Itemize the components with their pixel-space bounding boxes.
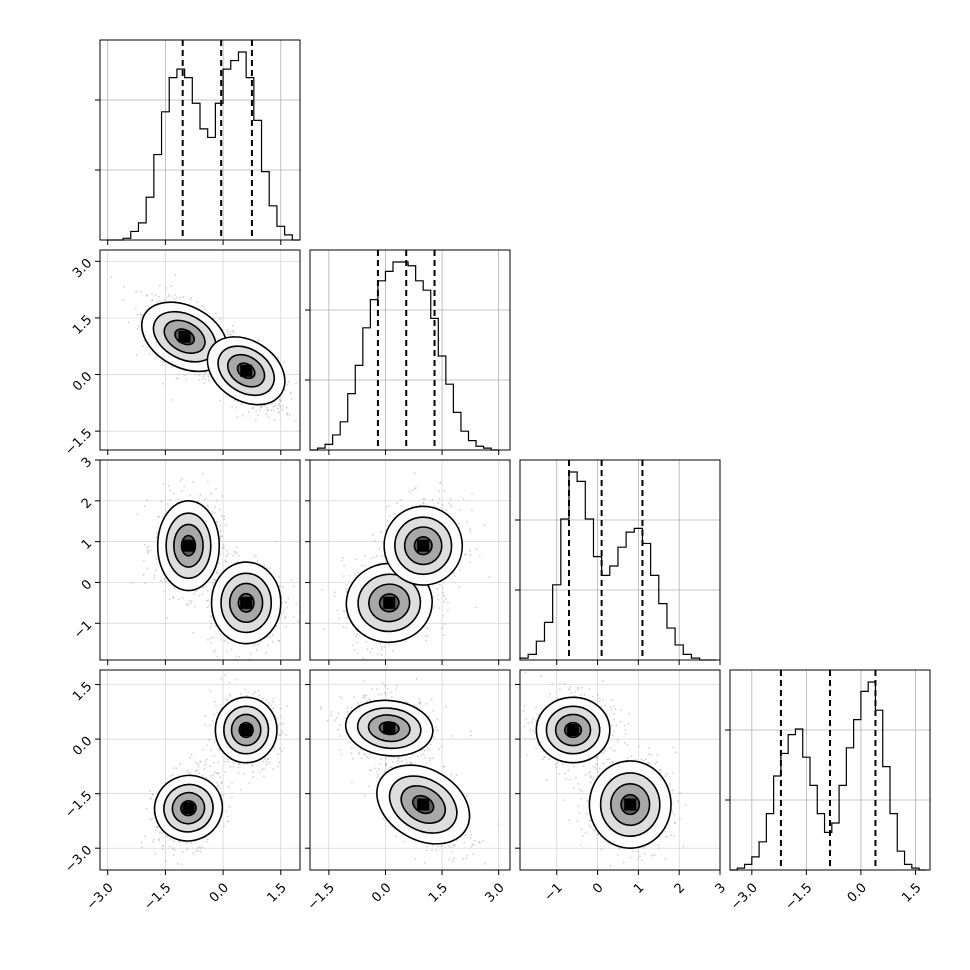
ytick-label-row3-2: 0.0 (70, 734, 95, 759)
pair-3-1-cluster-1-peak (417, 798, 430, 811)
xtick-label-col3-3: 1.5 (899, 880, 924, 905)
ytick-label-row2-1: 0 (79, 577, 95, 593)
pair-3-2-cluster-0-peak (567, 724, 580, 736)
pair-3-0-panel (95, 669, 301, 875)
xtick-label-col1-1: 0.0 (369, 880, 394, 905)
xtick-label-col1-3: 3.0 (482, 880, 507, 905)
xtick-label-col1-2: 1.5 (426, 880, 451, 905)
hist-panel-2 (515, 459, 721, 665)
hist-2-step (519, 471, 716, 661)
hist-1-step (310, 261, 499, 451)
pair-3-1-frame (309, 669, 511, 871)
ytick-label-row1-0: −1.5 (62, 426, 95, 459)
pair-2-1-cluster-0-peak (383, 596, 396, 609)
hist-0-step (107, 51, 300, 241)
ytick-label-row3-1: −1.5 (62, 788, 95, 821)
ytick-label-row2-4: 3 (79, 455, 95, 471)
pair-1-0-cluster-0-peak (178, 330, 191, 343)
pair-2-1-panel (305, 459, 511, 665)
ytick-label-row2-3: 2 (79, 496, 95, 512)
pair-2-0-panel (95, 459, 301, 665)
ytick-label-row1-2: 1.5 (70, 313, 95, 338)
pair-2-1-cluster-1-peak (417, 539, 430, 552)
pair-1-0-panel (95, 249, 301, 455)
pair-2-0-cluster-0-peak (182, 539, 195, 552)
xtick-label-col0-3: 1.5 (265, 880, 290, 905)
xtick-label-col2-3: 2 (672, 880, 688, 896)
hist-panel-1 (305, 249, 511, 455)
pair-3-0-cluster-0-peak (182, 802, 195, 815)
xtick-label-col2-0: −1 (542, 880, 566, 904)
pair-3-1-cluster-0-peak (383, 722, 396, 735)
xtick-label-col0-1: −1.5 (141, 880, 174, 913)
xtick-label-col0-0: −3.0 (84, 880, 117, 913)
xtick-label-col3-1: −1.5 (782, 880, 815, 913)
pair-3-2-frame (519, 669, 721, 871)
pair-3-0-frame (99, 669, 301, 871)
ytick-label-row3-3: 1.5 (70, 679, 95, 704)
ytick-label-row1-1: 0.0 (70, 369, 95, 394)
xtick-label-col3-0: −3.0 (728, 880, 761, 913)
pair-1-0-cluster-1-peak (240, 364, 253, 377)
hist-3-frame (729, 669, 931, 871)
ytick-label-row3-0: −3.0 (62, 843, 95, 876)
hist-2-frame (519, 459, 721, 661)
hist-3-step (730, 681, 927, 871)
pair-3-0-cluster-1-peak (240, 724, 253, 736)
hist-panel-0 (95, 39, 301, 245)
pair-3-1-panel (305, 669, 511, 875)
hist-0-frame (99, 39, 301, 241)
xtick-label-col0-2: 0.0 (207, 880, 232, 905)
pair-1-0-frame (99, 249, 301, 451)
pair-3-2-cluster-1-peak (624, 798, 637, 811)
xtick-label-col2-1: 0 (590, 880, 606, 896)
pair-2-0-frame (99, 459, 301, 661)
ytick-label-row2-2: 1 (79, 536, 95, 552)
xtick-label-col1-0: −1.5 (305, 880, 338, 913)
pair-2-0-cluster-1-peak (240, 596, 253, 609)
pair-2-1-frame (309, 459, 511, 661)
pair-3-2-panel (515, 669, 721, 875)
ytick-label-row2-0: −1 (71, 618, 95, 642)
xtick-label-col3-2: 0.0 (845, 880, 870, 905)
hist-panel-3 (725, 669, 931, 875)
xtick-label-col2-4: 3 (713, 880, 729, 896)
pair-2-0-scatter (131, 472, 300, 660)
ytick-label-row1-3: 3.0 (70, 256, 95, 281)
hist-1-frame (309, 249, 511, 451)
xtick-label-col2-2: 1 (631, 880, 647, 896)
